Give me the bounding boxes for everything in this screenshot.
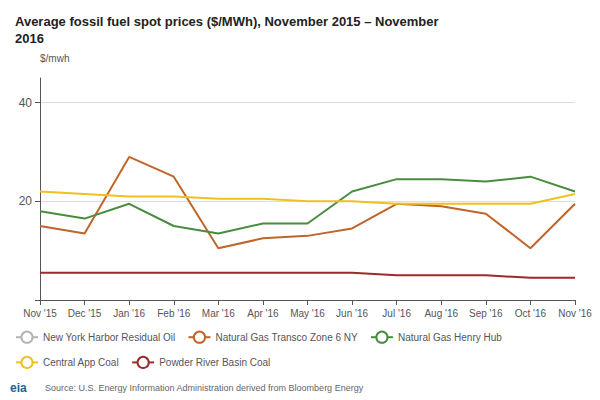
svg-text:40: 40 [19,96,33,110]
svg-text:Sep '16: Sep '16 [469,308,503,319]
svg-text:Natural Gas Transco Zone 6 NY: Natural Gas Transco Zone 6 NY [215,332,358,343]
svg-text:$/mwh: $/mwh [40,53,69,64]
svg-text:Jan '16: Jan '16 [113,308,145,319]
svg-text:May '16: May '16 [290,308,325,319]
svg-text:Jul '16: Jul '16 [382,308,411,319]
svg-text:Powder River Basin Coal: Powder River Basin Coal [159,357,270,368]
svg-text:Natural Gas Henry Hub: Natural Gas Henry Hub [398,332,502,343]
svg-text:Dec '15: Dec '15 [68,308,102,319]
svg-text:Source: U.S. Energy Informatio: Source: U.S. Energy Information Administ… [45,383,364,393]
svg-text:Oct '16: Oct '16 [515,308,547,319]
svg-text:Apr '16: Apr '16 [247,308,279,319]
svg-text:Mar '16: Mar '16 [202,308,235,319]
svg-text:Aug '16: Aug '16 [424,308,458,319]
svg-text:20: 20 [19,194,33,208]
svg-text:Feb '16: Feb '16 [157,308,190,319]
svg-text:eia: eia [10,381,27,395]
svg-text:Central App Coal: Central App Coal [43,357,119,368]
svg-text:Nov '15: Nov '15 [23,308,57,319]
svg-text:New York Harbor Residual Oil: New York Harbor Residual Oil [43,332,175,343]
svg-text:Jun '16: Jun '16 [336,308,368,319]
svg-text:Nov '16: Nov '16 [558,308,592,319]
svg-text:2016: 2016 [15,31,44,46]
svg-text:Average fossil fuel spot price: Average fossil fuel spot prices ($/MWh),… [15,14,439,29]
